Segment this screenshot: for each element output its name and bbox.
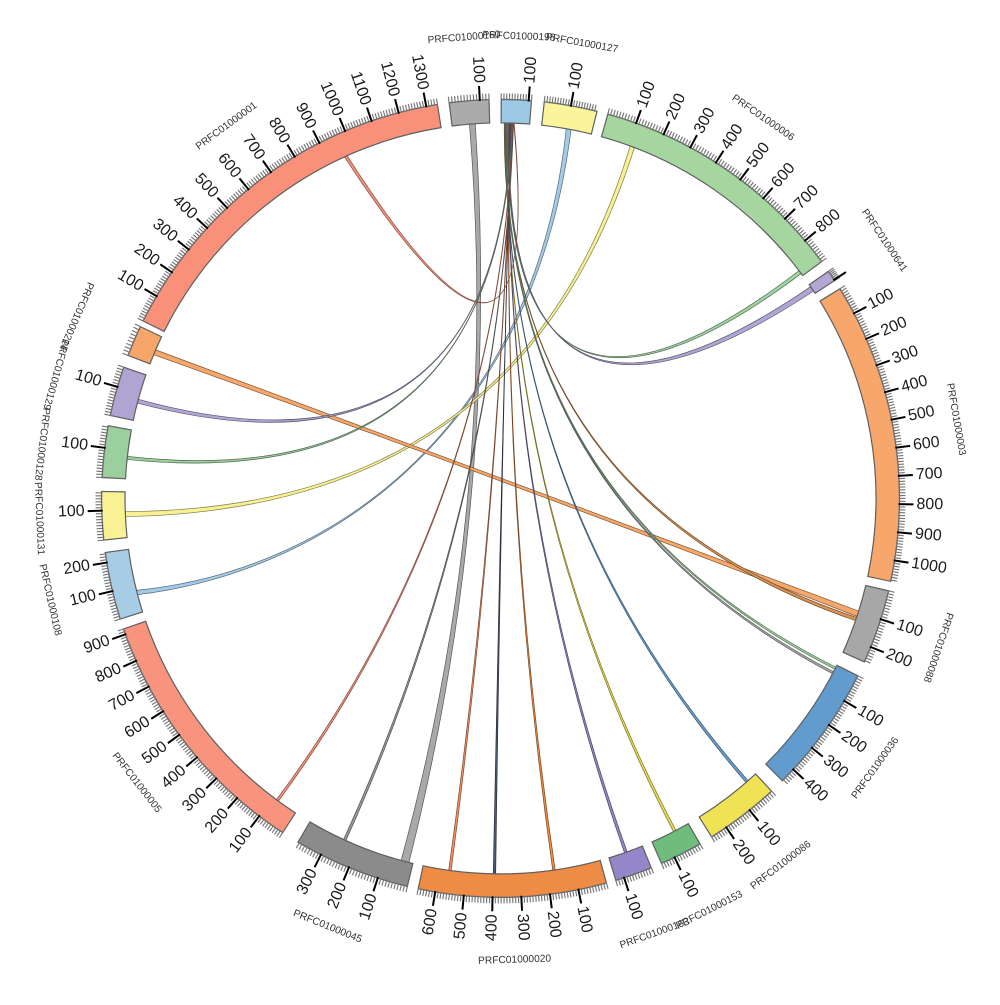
- svg-text:700: 700: [915, 465, 943, 483]
- svg-text:1000: 1000: [910, 555, 948, 577]
- svg-text:900: 900: [914, 525, 942, 544]
- svg-text:PRFC01000020: PRFC01000020: [478, 954, 552, 967]
- svg-text:400: 400: [483, 914, 501, 941]
- svg-text:200: 200: [62, 557, 91, 578]
- svg-text:500: 500: [451, 912, 470, 940]
- svg-text:100: 100: [73, 366, 103, 390]
- svg-text:600: 600: [912, 434, 941, 454]
- svg-text:100: 100: [573, 905, 595, 935]
- svg-text:PRFC01000131: PRFC01000131: [32, 482, 46, 556]
- svg-text:400: 400: [899, 372, 929, 396]
- svg-text:100: 100: [521, 56, 540, 84]
- svg-text:100: 100: [566, 61, 587, 90]
- svg-text:100: 100: [469, 56, 487, 84]
- svg-text:1300: 1300: [408, 53, 431, 91]
- svg-text:300: 300: [514, 913, 532, 941]
- svg-text:100: 100: [68, 587, 98, 610]
- svg-text:500: 500: [907, 403, 937, 425]
- svg-text:100: 100: [60, 434, 89, 454]
- svg-text:600: 600: [420, 907, 441, 936]
- svg-text:PRFC01000198: PRFC01000198: [482, 30, 556, 44]
- svg-text:800: 800: [916, 496, 943, 513]
- svg-text:100: 100: [58, 503, 85, 521]
- svg-text:200: 200: [544, 910, 564, 939]
